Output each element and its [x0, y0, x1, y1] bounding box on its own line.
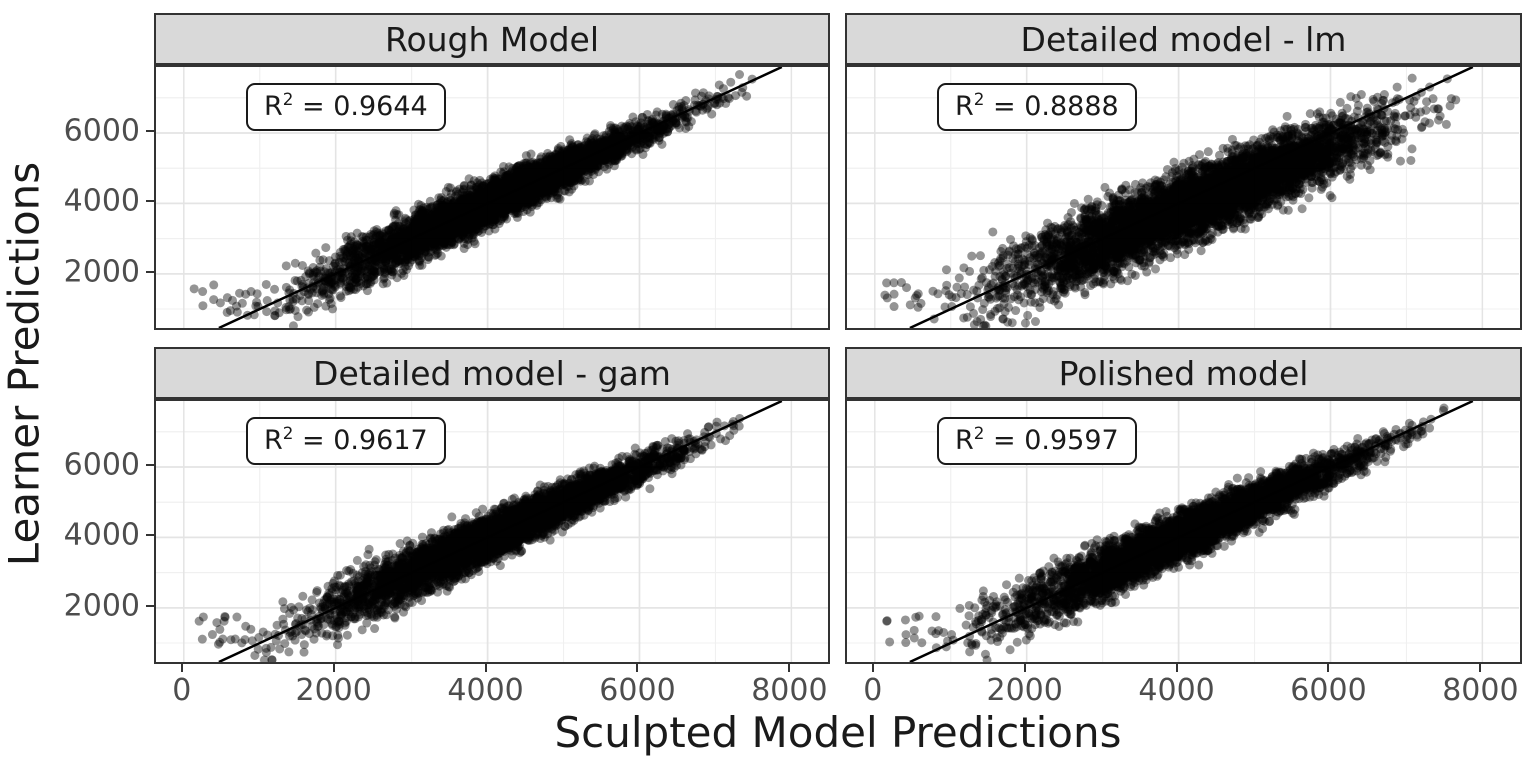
x-axis-tick-label: 2000 [986, 673, 1063, 708]
r2-value: = 0.9617 [293, 425, 428, 456]
facet-strip-label: Polished model [1058, 353, 1309, 393]
r2-symbol: R [955, 425, 974, 456]
x-axis-tick [484, 664, 487, 672]
facet-strip-detailed-lm: Detailed model - lm [845, 13, 1522, 65]
y-axis-bottom-row: 2000 4000 6000 [0, 399, 154, 664]
x-axis-tick [871, 664, 874, 672]
y-axis-tick [146, 129, 154, 132]
r2-value: = 0.9644 [293, 91, 428, 122]
facet-panel-detailed-gam: R2 = 0.9617 [154, 399, 830, 664]
facet-strip-label: Detailed model - gam [313, 353, 671, 393]
facet-panel-polished: R2 = 0.9597 [845, 399, 1522, 664]
facet-strip-label: Rough Model [385, 19, 599, 59]
x-axis-tick [1479, 664, 1482, 672]
y-axis-tick-label: 4000 [63, 517, 140, 553]
y-axis-tick-label: 2000 [63, 588, 140, 624]
x-axis-tick-label: 0 [863, 673, 883, 708]
x-axis-left-panel: 0 2000 4000 6000 8000 [154, 664, 830, 708]
r-squared-annotation: R2 = 0.9644 [246, 83, 446, 131]
y-axis-tick [146, 534, 154, 537]
x-axis-right-panel: 0 2000 4000 6000 8000 [845, 664, 1521, 708]
facet-panel-detailed-lm: R2 = 0.8888 [845, 65, 1522, 330]
x-axis-title: Sculpted Model Predictions [554, 708, 1122, 757]
y-axis-tick-label: 2000 [63, 254, 140, 290]
x-axis-tick-label: 8000 [1442, 673, 1519, 708]
x-axis-tick-label: 6000 [1290, 673, 1367, 708]
facet-strip-label: Detailed model - lm [1020, 19, 1347, 59]
facet-panel-rough-model: R2 = 0.9644 [154, 65, 830, 330]
x-axis-tick-label: 4000 [1138, 673, 1215, 708]
x-axis-tick [1023, 664, 1026, 672]
r2-exponent: 2 [282, 89, 294, 109]
x-axis-tick-label: 6000 [599, 673, 676, 708]
r-squared-annotation: R2 = 0.9597 [937, 417, 1137, 465]
x-axis-tick [1175, 664, 1178, 672]
y-axis-top-row: 2000 4000 6000 [0, 65, 154, 330]
y-axis-tick [146, 270, 154, 273]
y-axis-tick-label: 6000 [63, 447, 140, 483]
x-axis-tick [1327, 664, 1330, 672]
y-axis-tick [146, 463, 154, 466]
facet-strip-polished: Polished model [845, 347, 1522, 399]
x-axis-tick [788, 664, 791, 672]
r2-exponent: 2 [973, 423, 985, 443]
x-axis-tick-label: 8000 [751, 673, 828, 708]
r-squared-annotation: R2 = 0.8888 [937, 83, 1137, 131]
x-axis-tick [636, 664, 639, 672]
r2-exponent: 2 [973, 89, 985, 109]
r2-exponent: 2 [282, 423, 294, 443]
x-axis-tick-label: 0 [172, 673, 192, 708]
y-axis-tick [146, 200, 154, 203]
facet-strip-rough-model: Rough Model [154, 13, 830, 65]
y-axis-tick-label: 4000 [63, 183, 140, 219]
y-axis-tick [146, 604, 154, 607]
r2-symbol: R [264, 91, 283, 122]
r-squared-annotation: R2 = 0.9617 [246, 417, 446, 465]
r2-value: = 0.8888 [984, 91, 1119, 122]
facet-strip-detailed-gam: Detailed model - gam [154, 347, 830, 399]
x-axis-tick [180, 664, 183, 672]
y-axis-tick-label: 6000 [63, 113, 140, 149]
x-axis-tick [332, 664, 335, 672]
r2-symbol: R [264, 425, 283, 456]
x-axis-tick-label: 4000 [447, 673, 524, 708]
r2-symbol: R [955, 91, 974, 122]
r2-value: = 0.9597 [984, 425, 1119, 456]
x-axis-tick-label: 2000 [295, 673, 372, 708]
